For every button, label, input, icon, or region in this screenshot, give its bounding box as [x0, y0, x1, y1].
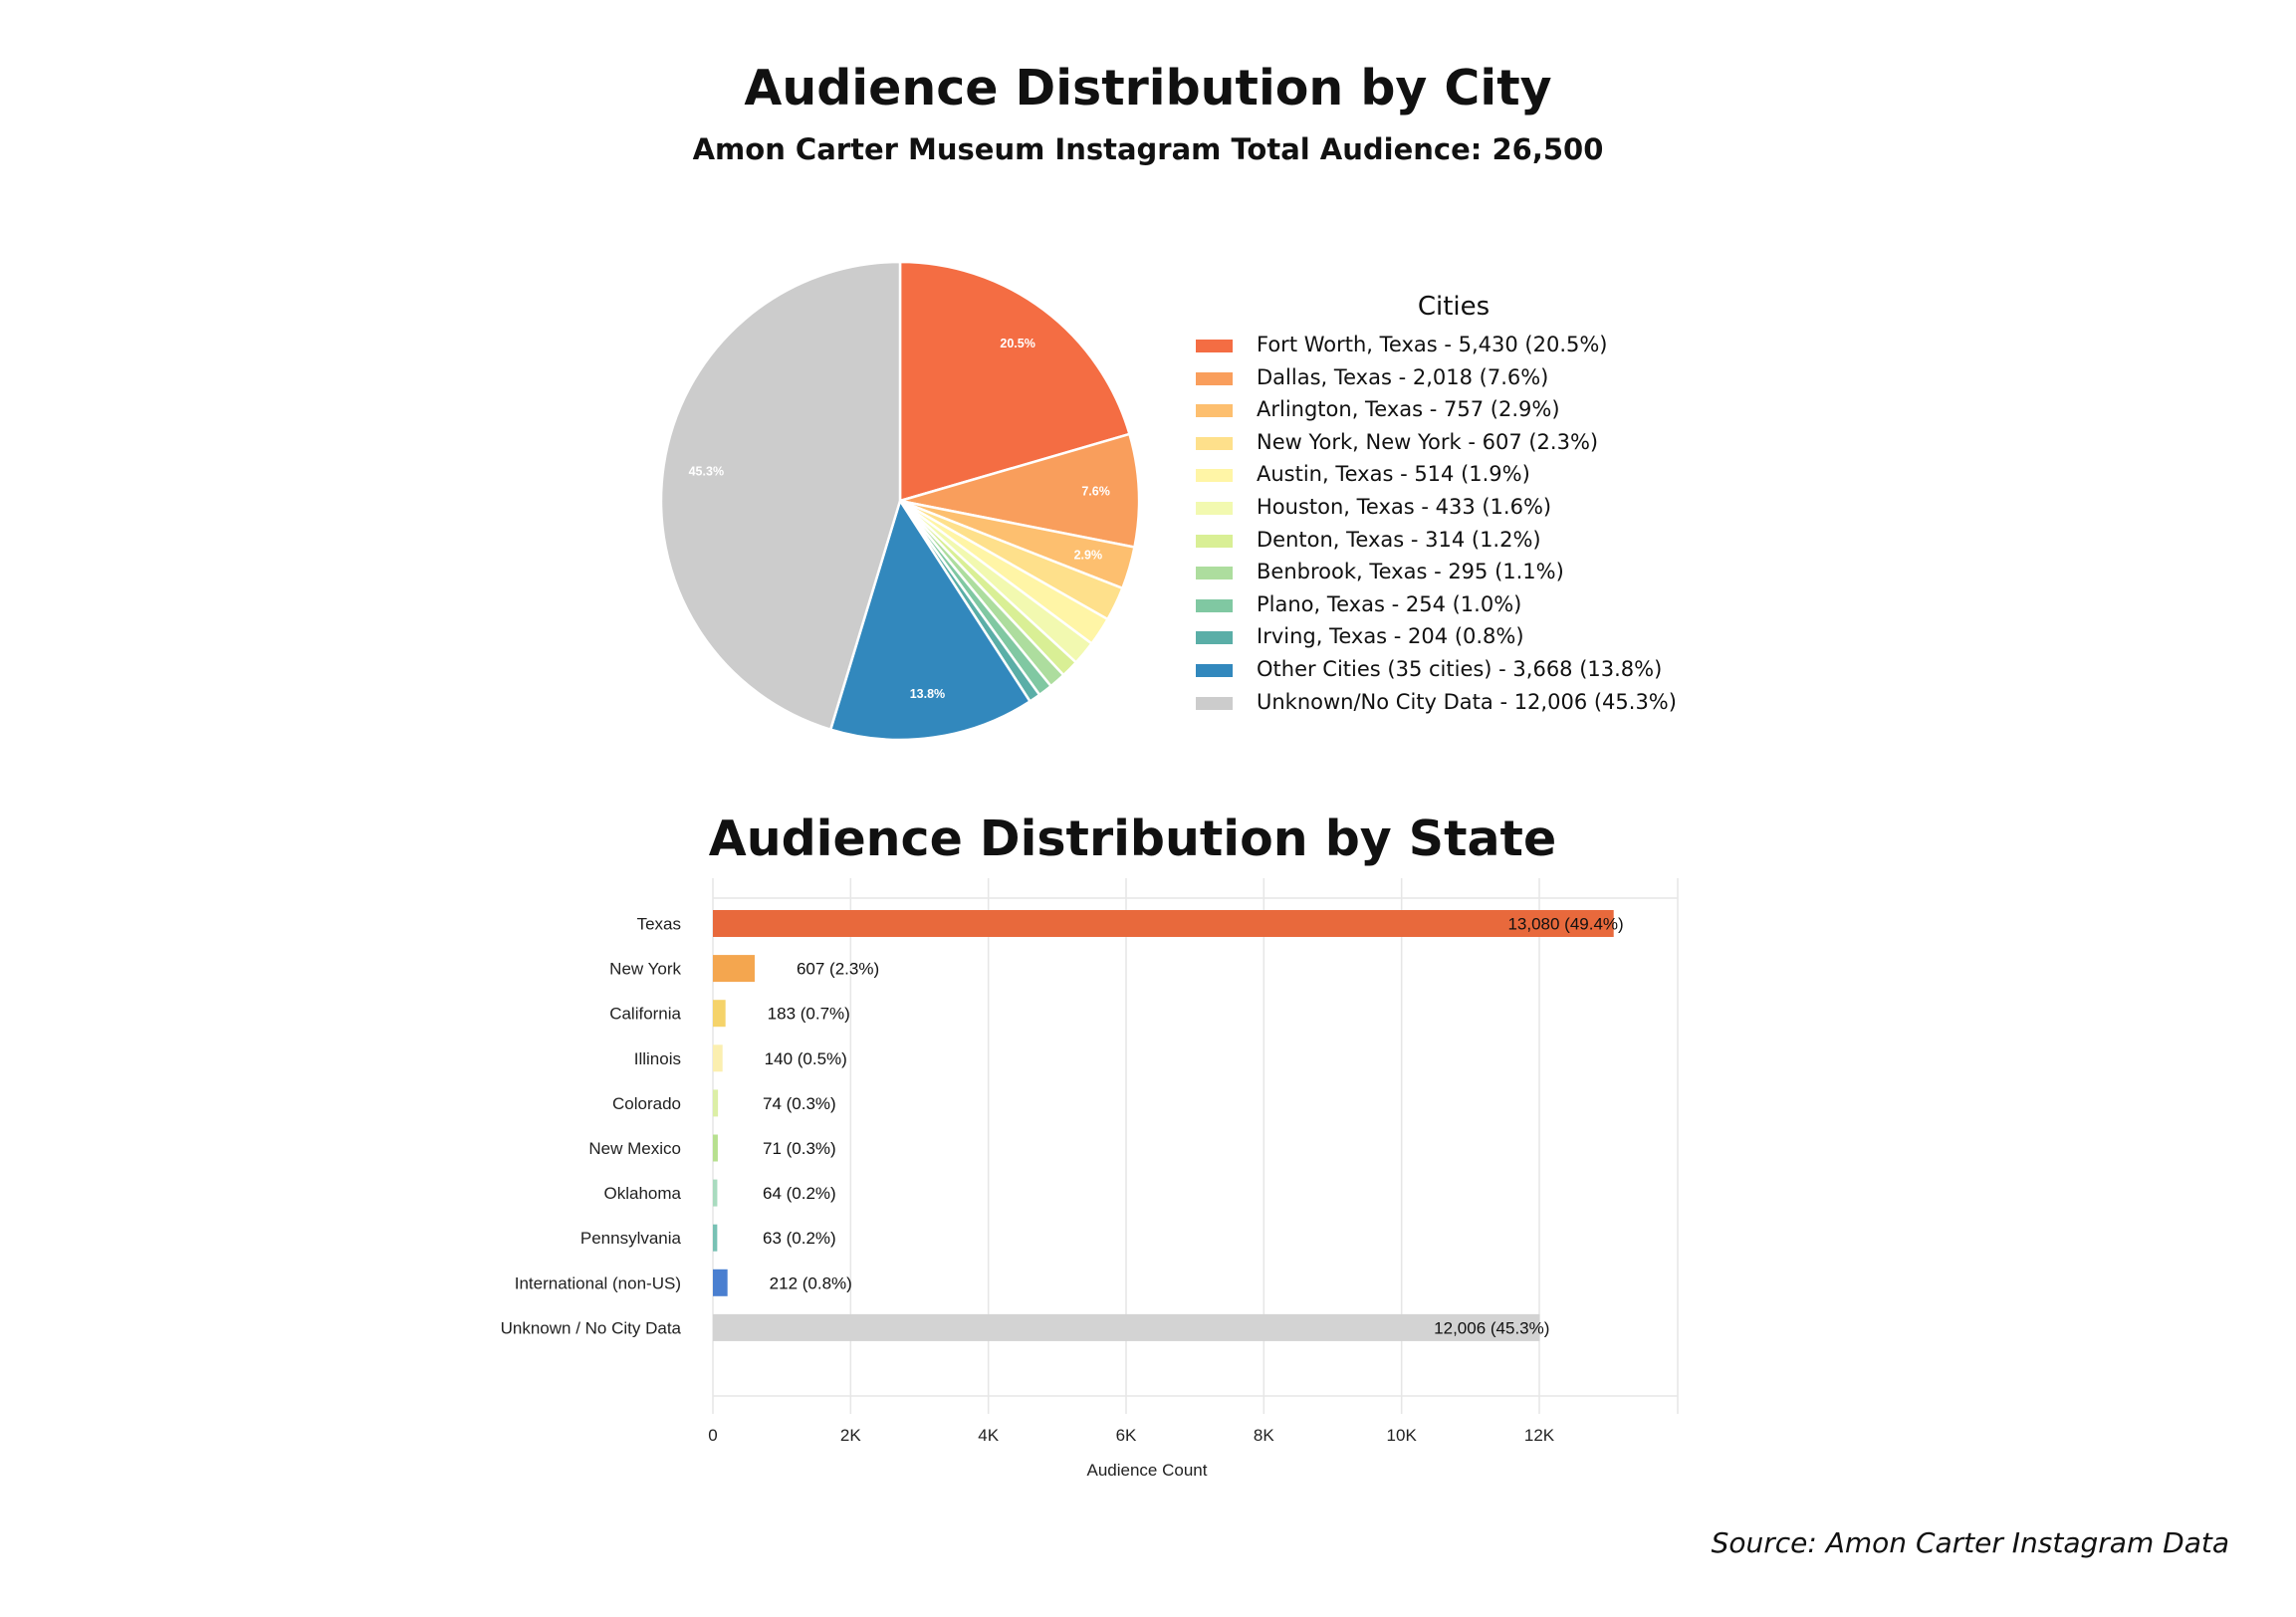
legend-label: Dallas, Texas - 2,018 (7.6%) [1257, 364, 1549, 389]
legend-label: Austin, Texas - 514 (1.9%) [1257, 462, 1530, 487]
legend-label: Unknown/No City Data - 12,006 (45.3%) [1257, 689, 1677, 714]
legend-item-austin-texas: Austin, Texas - 514 (1.9%) [1196, 458, 1793, 491]
pie-legend-title: Cities [1417, 292, 1491, 322]
pie-chart-title: Audience Distribution by City [744, 60, 1552, 116]
y-tick-label: International (non-US) [515, 1273, 681, 1292]
legend-label: Benbrook, Texas - 295 (1.1%) [1257, 560, 1564, 584]
y-tick-label: Pennsylvania [580, 1229, 682, 1248]
y-tick-label: New Mexico [588, 1139, 681, 1158]
legend-swatch [1196, 502, 1233, 515]
bar-data-label: 13,080 (49.4%) [1507, 915, 1623, 934]
y-tick-label: Illinois [634, 1049, 681, 1068]
x-tick-label: 4K [978, 1426, 999, 1445]
legend-label: Other Cities (35 cities) - 3,668 (13.8%) [1257, 657, 1663, 681]
bar-new-mexico [713, 1134, 718, 1162]
legend-label: Fort Worth, Texas - 5,430 (20.5%) [1257, 333, 1608, 356]
y-tick-label: New York [609, 960, 681, 979]
x-axis-title: Audience Count [1087, 1461, 1208, 1480]
legend-swatch [1196, 340, 1233, 352]
bar-new-york [713, 955, 755, 983]
pie-slice-dallas-texas [899, 432, 1141, 550]
x-tick-label: 2K [840, 1426, 861, 1445]
y-tick-label: Oklahoma [604, 1184, 682, 1203]
bar-colorado [713, 1089, 719, 1117]
legend-swatch [1196, 567, 1233, 580]
legend-label: Houston, Texas - 433 (1.6%) [1257, 495, 1552, 519]
x-tick-label: 12K [1524, 1426, 1555, 1445]
pie-slice-unknown-no-city-data [659, 260, 902, 732]
pie-slice-fort-worth-texas [898, 260, 1131, 503]
bar-unknown-no-city-data [713, 1313, 1540, 1341]
legend-item-irving-texas: Irving, Texas - 204 (0.8%) [1196, 620, 1793, 653]
bar-oklahoma [713, 1179, 718, 1207]
bar-data-label: 74 (0.3%) [763, 1094, 836, 1113]
bar-data-label: 64 (0.2%) [763, 1184, 836, 1203]
bar-data-label: 212 (0.8%) [770, 1273, 852, 1292]
bar-texas [713, 910, 1614, 937]
legend-label: Arlington, Texas - 757 (2.9%) [1257, 397, 1560, 422]
pie-slice-label: 20.5% [1000, 337, 1034, 350]
pie-slice-label: 7.6% [1081, 485, 1110, 499]
pie-slice-label: 45.3% [689, 464, 724, 478]
legend-swatch [1196, 598, 1233, 612]
y-tick-label: Texas [637, 915, 681, 934]
legend-item-dallas-texas: Dallas, Texas - 2,018 (7.6%) [1196, 361, 1793, 394]
legend-swatch [1196, 469, 1233, 483]
legend-item-new-york-new-york: New York, New York - 607 (2.3%) [1196, 426, 1793, 459]
bar-data-label: 12,006 (45.3%) [1434, 1318, 1549, 1337]
x-tick-label: 8K [1254, 1426, 1274, 1445]
bar-international-non-us [713, 1269, 728, 1296]
legend-label: Denton, Texas - 314 (1.2%) [1257, 527, 1541, 552]
legend-item-unknown-no-city-data: Unknown/No City Data - 12,006 (45.3%) [1196, 686, 1793, 719]
legend-item-other-cities-35-cities: Other Cities (35 cities) - 3,668 (13.8%) [1196, 653, 1793, 686]
y-tick-label: California [609, 1005, 681, 1024]
legend-swatch [1196, 534, 1233, 548]
legend-swatch [1196, 631, 1233, 645]
legend-item-plano-texas: Plano, Texas - 254 (1.0%) [1196, 588, 1793, 621]
bar-chart-title: Audience Distribution by State [708, 810, 1557, 867]
y-tick-label: Unknown / No City Data [501, 1318, 682, 1337]
pie-chart: 20.5% 7.6% 2.9% 13.8% 45.3% [659, 260, 1141, 742]
bar-illinois [713, 1044, 723, 1072]
pie-slice-label: 2.9% [1074, 549, 1103, 563]
pie-chart-subtitle: Amon Carter Museum Instagram Total Audie… [692, 132, 1604, 166]
bar-pennsylvania [713, 1224, 718, 1252]
legend-label: Plano, Texas - 254 (1.0%) [1257, 591, 1522, 616]
source-note: Source: Amon Carter Instagram Data [1711, 1526, 2229, 1559]
x-tick-label: 6K [1116, 1426, 1137, 1445]
legend-item-arlington-texas: Arlington, Texas - 757 (2.9%) [1196, 393, 1793, 426]
legend-label: Irving, Texas - 204 (0.8%) [1257, 624, 1524, 649]
legend-swatch [1196, 371, 1233, 385]
legend-swatch [1196, 404, 1233, 418]
legend-item-fort-worth-texas: Fort Worth, Texas - 5,430 (20.5%) [1196, 329, 1793, 361]
legend-swatch [1196, 436, 1233, 450]
bar-data-label: 71 (0.3%) [763, 1139, 836, 1158]
bar-data-label: 183 (0.7%) [768, 1005, 850, 1024]
bar-data-label: 63 (0.2%) [763, 1229, 836, 1248]
legend-swatch [1196, 696, 1233, 710]
bar-data-label: 140 (0.5%) [765, 1049, 847, 1068]
legend-swatch [1196, 664, 1233, 677]
pie-slice-label: 13.8% [910, 687, 945, 701]
legend-item-houston-texas: Houston, Texas - 433 (1.6%) [1196, 491, 1793, 524]
bar-california [713, 1000, 726, 1028]
bar-data-label: 607 (2.3%) [797, 960, 879, 979]
legend-item-benbrook-texas: Benbrook, Texas - 295 (1.1%) [1196, 556, 1793, 588]
x-tick-label: 10K [1387, 1426, 1418, 1445]
y-tick-label: Colorado [612, 1094, 681, 1113]
x-tick-label: 0 [708, 1426, 717, 1445]
legend-label: New York, New York - 607 (2.3%) [1257, 429, 1599, 454]
legend-item-denton-texas: Denton, Texas - 314 (1.2%) [1196, 524, 1793, 557]
pie-slice-other-cities-35-cities [828, 498, 1033, 742]
